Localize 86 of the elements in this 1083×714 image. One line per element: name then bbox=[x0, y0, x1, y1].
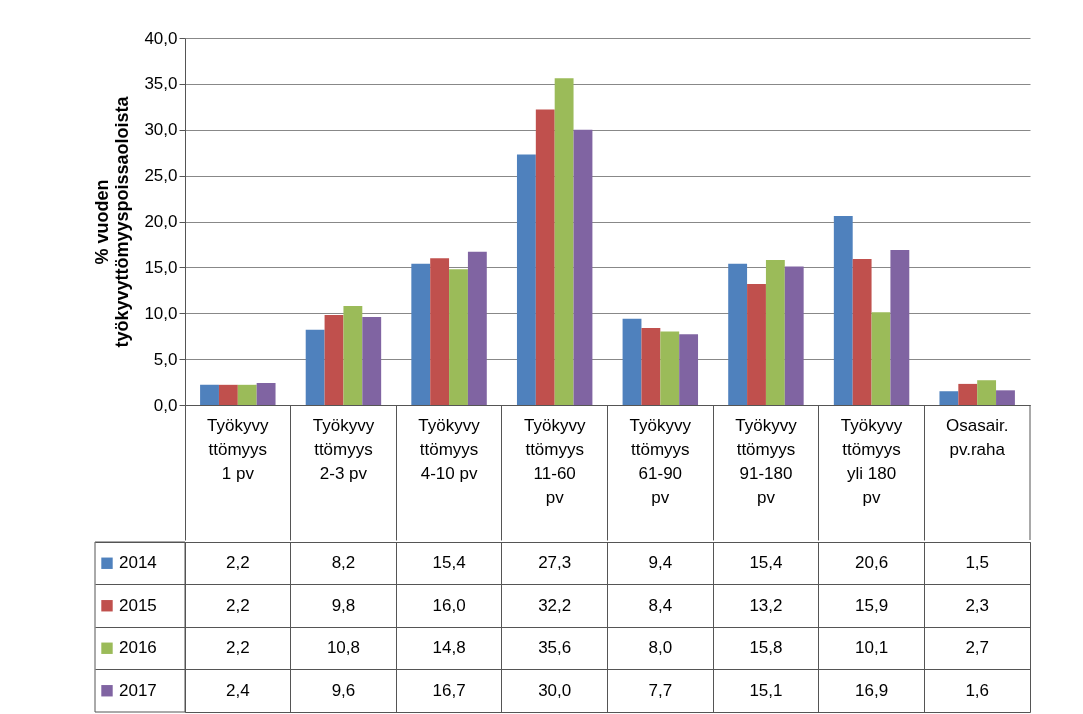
bar bbox=[411, 263, 431, 405]
data-label: 10,8 bbox=[326, 638, 360, 658]
data-label: 32,2 bbox=[538, 595, 572, 615]
bar bbox=[430, 258, 450, 405]
data-label: 2,3 bbox=[965, 595, 990, 615]
y-tick-label: 25,0 bbox=[144, 166, 178, 186]
data-label: 15,9 bbox=[855, 595, 889, 615]
bar bbox=[218, 384, 238, 405]
bar bbox=[958, 383, 978, 405]
bar bbox=[449, 269, 468, 405]
data-label: 15,8 bbox=[749, 638, 783, 658]
data-label: 1,6 bbox=[965, 680, 990, 700]
bar bbox=[641, 327, 661, 405]
bar bbox=[516, 154, 536, 405]
data-label: 30,0 bbox=[538, 680, 572, 700]
bar bbox=[996, 390, 1015, 405]
data-label: 20,6 bbox=[855, 553, 889, 573]
y-tick-label: 15,0 bbox=[144, 257, 178, 277]
data-label: 16,7 bbox=[432, 680, 466, 700]
bar bbox=[467, 251, 487, 405]
data-label: 2,7 bbox=[965, 638, 990, 658]
x-tick-label: Työkyvyttömyys 1 pv bbox=[207, 415, 270, 483]
data-label: 2,2 bbox=[225, 595, 250, 615]
data-label: 14,8 bbox=[432, 638, 466, 658]
y-tick-label: 35,0 bbox=[144, 74, 178, 94]
data-label: 10,1 bbox=[855, 638, 889, 658]
bar bbox=[890, 249, 910, 405]
x-tick-label: Työkyvyttömyys 2-3 pv bbox=[312, 415, 375, 483]
legend-label: 2016 bbox=[119, 638, 157, 658]
data-label: 9,4 bbox=[648, 553, 673, 573]
y-tick-label: 40,0 bbox=[144, 28, 178, 48]
data-label: 2,2 bbox=[225, 638, 250, 658]
data-label: 15,4 bbox=[432, 553, 466, 573]
data-label: 15,4 bbox=[749, 553, 783, 573]
x-tick-label: Työkyvyttömyys 11-60 pv bbox=[523, 415, 586, 507]
data-label: 8,2 bbox=[331, 553, 356, 573]
bar bbox=[256, 382, 276, 405]
bar bbox=[871, 312, 891, 405]
x-tick-label: Työkyvyttömyys 61-90 pv bbox=[629, 415, 692, 507]
y-tick-label: 10,0 bbox=[144, 303, 178, 323]
data-label: 16,0 bbox=[432, 595, 466, 615]
bar bbox=[200, 384, 219, 405]
x-tick-label: Työkyvyttömyys yli 180 pv bbox=[840, 415, 903, 507]
legend-label: 2017 bbox=[119, 680, 157, 700]
data-label: 2,2 bbox=[225, 553, 250, 573]
data-label: 2,4 bbox=[225, 680, 250, 700]
bar bbox=[573, 129, 593, 405]
data-label: 27,3 bbox=[538, 553, 572, 573]
data-label: 7,7 bbox=[648, 680, 673, 700]
bar bbox=[305, 329, 325, 405]
data-label: 16,9 bbox=[855, 680, 889, 700]
bar bbox=[535, 109, 555, 405]
bar bbox=[324, 315, 344, 405]
y-axis-title: % vuoden työkyvyttömyyspoissaoloista bbox=[92, 95, 133, 348]
x-tick-label: Osasair. pv.raha bbox=[946, 415, 1009, 459]
x-tick-label: Työkyvyttömyys 91-180 pv bbox=[735, 415, 798, 507]
y-tick-label: 30,0 bbox=[144, 120, 178, 140]
y-tick-label: 5,0 bbox=[153, 349, 178, 369]
bar bbox=[237, 384, 257, 405]
bar bbox=[622, 318, 642, 405]
data-label: 9,8 bbox=[331, 595, 356, 615]
bar bbox=[554, 78, 574, 405]
data-label: 8,0 bbox=[648, 638, 673, 658]
data-label: 35,6 bbox=[538, 638, 572, 658]
bar bbox=[833, 216, 853, 405]
bar bbox=[362, 316, 382, 405]
bar bbox=[679, 334, 699, 405]
x-tick-label: Työkyvyttömyys 4-10 pv bbox=[418, 415, 481, 483]
bar bbox=[852, 259, 872, 405]
bar bbox=[747, 283, 766, 405]
data-label: 15,1 bbox=[749, 680, 783, 700]
bar bbox=[977, 380, 997, 405]
data-label: 13,2 bbox=[749, 595, 783, 615]
y-tick-label: 0,0 bbox=[153, 395, 178, 415]
data-label: 9,6 bbox=[331, 680, 356, 700]
bar bbox=[765, 260, 785, 405]
bar bbox=[660, 331, 680, 405]
data-label: 1,5 bbox=[965, 553, 990, 573]
data-label: 8,4 bbox=[648, 595, 673, 615]
bar bbox=[784, 266, 804, 405]
bar bbox=[343, 305, 363, 405]
bar bbox=[728, 263, 748, 405]
legend-label: 2015 bbox=[119, 595, 157, 615]
y-tick-label: 20,0 bbox=[144, 212, 178, 231]
legend-label: 2014 bbox=[119, 553, 157, 573]
bar bbox=[939, 391, 959, 405]
